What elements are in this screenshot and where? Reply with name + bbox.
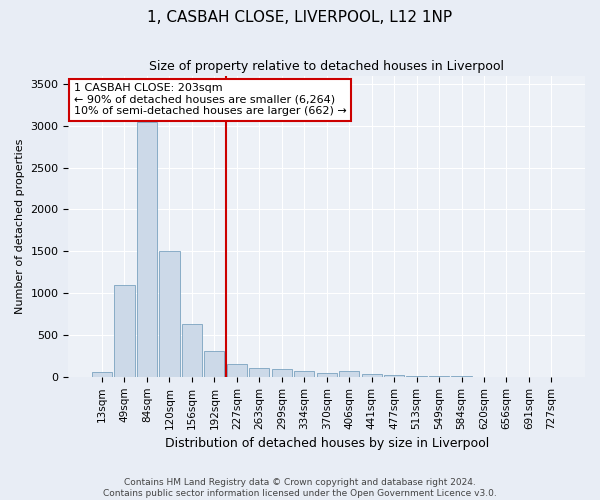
- Bar: [115, 285, 134, 377]
- Bar: [406, 376, 427, 377]
- Text: Contains HM Land Registry data © Crown copyright and database right 2024.
Contai: Contains HM Land Registry data © Crown c…: [103, 478, 497, 498]
- Bar: [182, 324, 202, 377]
- Bar: [137, 122, 157, 377]
- X-axis label: Distribution of detached houses by size in Liverpool: Distribution of detached houses by size …: [164, 437, 489, 450]
- Bar: [362, 374, 382, 377]
- Bar: [429, 376, 449, 377]
- Text: 1 CASBAH CLOSE: 203sqm
← 90% of detached houses are smaller (6,264)
10% of semi-: 1 CASBAH CLOSE: 203sqm ← 90% of detached…: [74, 83, 346, 116]
- Bar: [294, 372, 314, 377]
- Bar: [339, 371, 359, 377]
- Text: 1, CASBAH CLOSE, LIVERPOOL, L12 1NP: 1, CASBAH CLOSE, LIVERPOOL, L12 1NP: [148, 10, 452, 25]
- Bar: [159, 252, 179, 377]
- Bar: [384, 374, 404, 377]
- Bar: [227, 364, 247, 377]
- Bar: [317, 372, 337, 377]
- Y-axis label: Number of detached properties: Number of detached properties: [15, 138, 25, 314]
- Title: Size of property relative to detached houses in Liverpool: Size of property relative to detached ho…: [149, 60, 504, 73]
- Bar: [249, 368, 269, 377]
- Bar: [272, 370, 292, 377]
- Bar: [204, 351, 224, 377]
- Bar: [92, 372, 112, 377]
